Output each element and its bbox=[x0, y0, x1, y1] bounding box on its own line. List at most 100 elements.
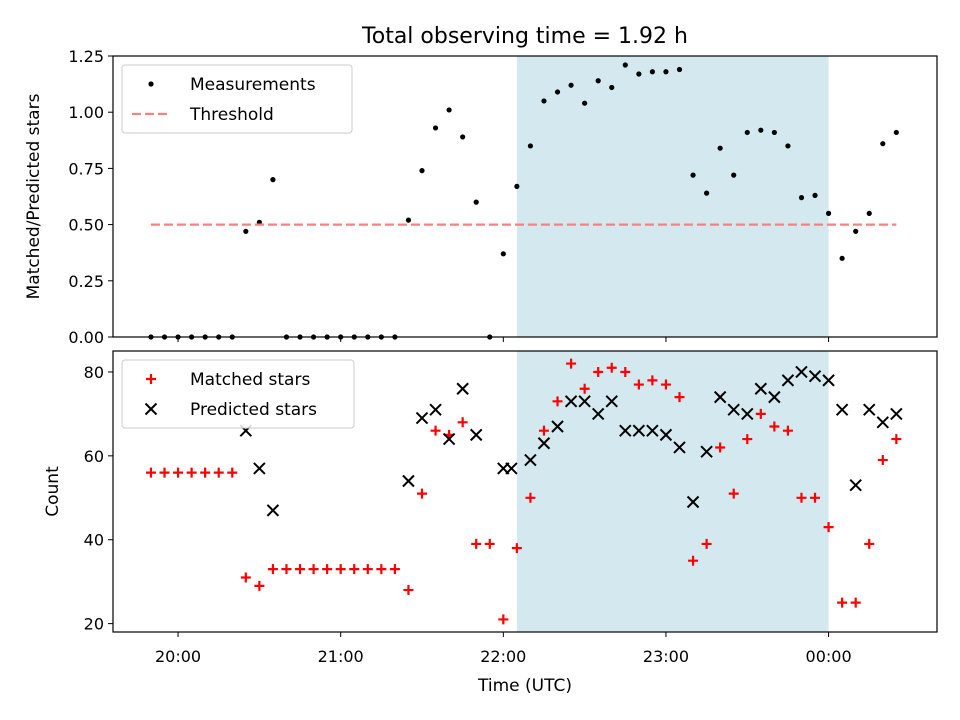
matched-stars-point bbox=[715, 442, 726, 453]
ratio-y-axis-label: Matched/Predicted stars bbox=[24, 93, 44, 299]
predicted-stars-point bbox=[700, 445, 713, 458]
measurement-point bbox=[473, 199, 479, 205]
y-tick-label: 60 bbox=[84, 447, 104, 466]
measurement-point bbox=[270, 177, 276, 183]
predicted-stars-point bbox=[768, 390, 781, 404]
measurement-point bbox=[243, 228, 249, 234]
matched-stars-point bbox=[525, 492, 536, 503]
x-tick-label: 20:00 bbox=[155, 647, 201, 666]
predicted-stars-point bbox=[456, 382, 469, 395]
predicted-stars-point bbox=[429, 403, 442, 416]
measurement-point bbox=[649, 69, 655, 75]
measurement-point bbox=[676, 66, 683, 73]
matched-stars-point bbox=[213, 467, 224, 478]
predicted-stars-point bbox=[849, 479, 862, 492]
predicted-stars-point bbox=[470, 428, 483, 442]
measurement-point bbox=[744, 129, 750, 136]
measurement-point bbox=[554, 89, 561, 95]
y-tick-label: 1.00 bbox=[68, 103, 104, 122]
predicted-stars-point bbox=[505, 462, 518, 475]
matched-stars-point bbox=[755, 408, 766, 419]
measurement-point bbox=[514, 183, 520, 189]
legend-dot-marker bbox=[148, 81, 154, 87]
matched-stars-point bbox=[593, 366, 604, 377]
matched-stars-point bbox=[362, 564, 373, 575]
matched-stars-point bbox=[417, 488, 427, 499]
predicted-stars-point bbox=[741, 407, 754, 421]
predicted-stars-point bbox=[754, 382, 768, 395]
observing-window-shade bbox=[516, 56, 829, 337]
legend-label: Threshold bbox=[189, 105, 274, 125]
predicted-stars-point bbox=[632, 424, 646, 437]
predicted-stars-point bbox=[863, 403, 876, 416]
matched-stars-point bbox=[471, 538, 482, 549]
measurement-point bbox=[405, 217, 412, 223]
matched-stars-point bbox=[322, 564, 333, 575]
matched-stars-point bbox=[620, 366, 631, 377]
matched-stars-point bbox=[403, 585, 414, 596]
matched-stars-point bbox=[606, 362, 617, 373]
matched-stars-point bbox=[810, 492, 821, 503]
x-tick-label: 23:00 bbox=[643, 647, 689, 666]
predicted-stars-point bbox=[727, 403, 740, 416]
measurement-point bbox=[500, 251, 506, 257]
measurement-point bbox=[893, 129, 899, 136]
matched-stars-point bbox=[376, 564, 387, 575]
measurement-point bbox=[432, 125, 439, 131]
count-legend: Matched stars Predicted stars bbox=[121, 359, 355, 429]
matched-stars-point bbox=[145, 467, 156, 478]
measurement-point bbox=[582, 100, 588, 106]
measurement-point bbox=[690, 172, 696, 178]
ratio-marks bbox=[148, 62, 899, 340]
predicted-stars-point bbox=[659, 428, 673, 442]
predicted-stars-point bbox=[808, 369, 822, 383]
matched-stars-point bbox=[159, 467, 170, 478]
y-tick-label: 80 bbox=[84, 363, 104, 382]
chart-title: Total observing time = 1.92 h bbox=[361, 24, 688, 49]
predicted-stars-point bbox=[537, 437, 551, 450]
matched-stars-point bbox=[511, 543, 522, 554]
matched-stars-point bbox=[647, 375, 658, 386]
ratio-x-ticks bbox=[177, 337, 830, 342]
measurement-point bbox=[704, 190, 710, 196]
matched-stars-point bbox=[877, 455, 888, 466]
matched-stars-point bbox=[782, 425, 793, 436]
measurement-point bbox=[595, 78, 601, 84]
y-tick-label: 1.25 bbox=[68, 47, 104, 66]
legend-box bbox=[121, 64, 353, 134]
predicted-stars-point bbox=[605, 395, 618, 408]
predicted-stars-point bbox=[564, 395, 578, 408]
measurement-point bbox=[541, 98, 547, 104]
predicted-stars-point bbox=[524, 453, 537, 467]
measurement-point bbox=[825, 210, 832, 216]
measurement-point bbox=[419, 168, 425, 174]
matched-stars-point bbox=[769, 421, 780, 432]
x-tick-label: 22:00 bbox=[480, 647, 526, 666]
matched-stars-point bbox=[200, 467, 211, 478]
measurement-point bbox=[798, 195, 805, 201]
measurement-point bbox=[758, 127, 764, 133]
predicted-stars-point bbox=[551, 420, 564, 433]
matched-stars-point bbox=[240, 572, 251, 583]
predicted-stars-point bbox=[646, 424, 659, 437]
y-tick-label: 0.75 bbox=[68, 159, 104, 178]
matched-stars-point bbox=[850, 597, 861, 608]
predicted-stars-point bbox=[591, 407, 605, 421]
matched-stars-point bbox=[308, 564, 319, 575]
predicted-stars-point bbox=[835, 403, 849, 416]
predicted-stars-point bbox=[253, 462, 266, 475]
matched-stars-point bbox=[335, 564, 346, 575]
x-axis-label: Time (UTC) bbox=[477, 676, 572, 696]
predicted-stars-point bbox=[686, 495, 700, 509]
matched-stars-point bbox=[674, 392, 685, 403]
matched-stars-point bbox=[701, 538, 712, 549]
ratio-legend: Measurements Threshold bbox=[121, 64, 353, 134]
matched-stars-point bbox=[186, 467, 197, 478]
ratio-axes-frame bbox=[112, 55, 938, 338]
matched-stars-point bbox=[579, 383, 590, 394]
ratio-panel: 0.00 0.25 0.50 0.75 1.00 1.25 Matched/Predict… bbox=[24, 47, 938, 347]
y-tick-label: 0.25 bbox=[68, 272, 104, 291]
legend-label: Predicted stars bbox=[190, 400, 317, 420]
measurement-point bbox=[866, 210, 872, 216]
measurement-point bbox=[460, 134, 466, 140]
